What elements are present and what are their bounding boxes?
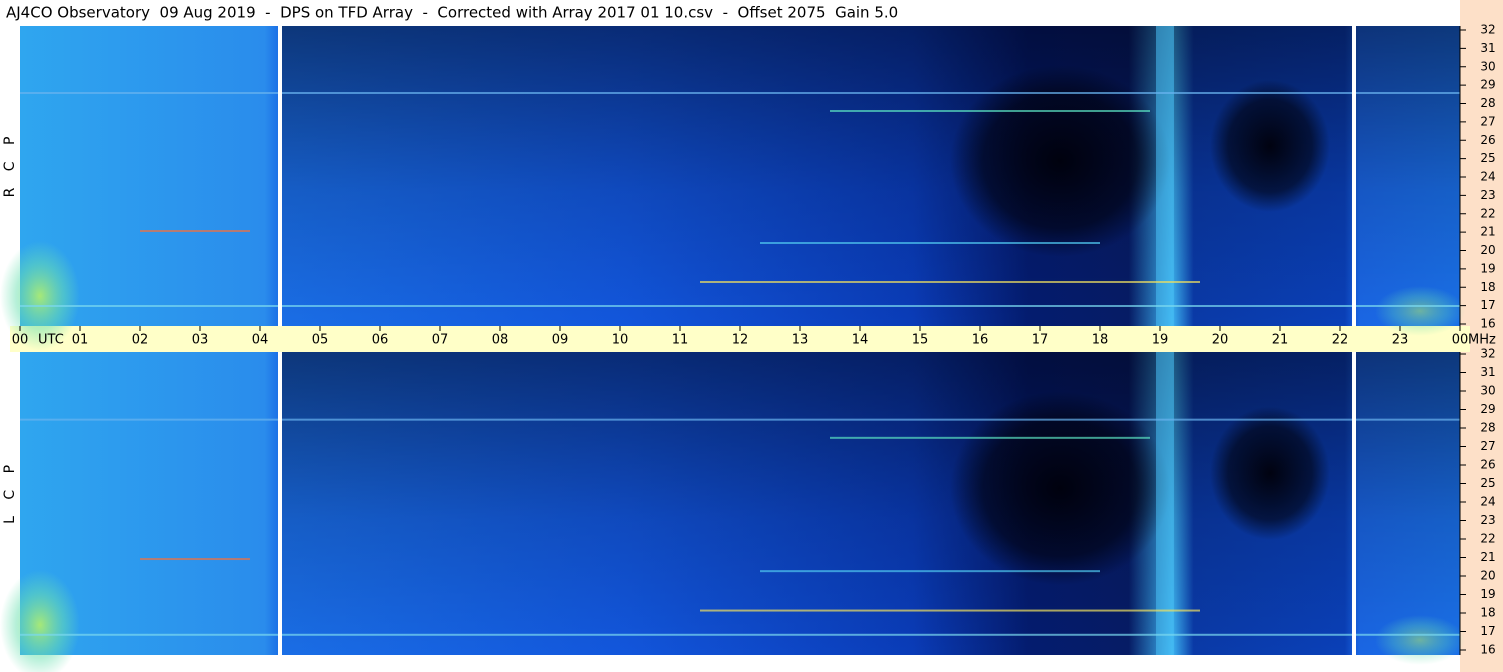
y-tick-label: 16 bbox=[1480, 317, 1495, 331]
spectrogram-streak bbox=[830, 436, 1150, 439]
x-tick-label: 20 bbox=[1212, 333, 1229, 348]
x-tick-label: 07 bbox=[432, 333, 449, 348]
y-tick-label: 21 bbox=[1480, 225, 1495, 239]
y-tick-label: 24 bbox=[1480, 170, 1495, 184]
spectrogram-streak bbox=[140, 558, 250, 561]
y-tick-label: 32 bbox=[1480, 23, 1495, 37]
y-tick-label: 24 bbox=[1480, 495, 1495, 509]
x-tick-label: 19 bbox=[1152, 333, 1169, 348]
y-tick-label: 26 bbox=[1480, 133, 1495, 147]
x-tick-label: 04 bbox=[252, 333, 269, 348]
y-tick-label: 30 bbox=[1480, 384, 1495, 398]
spectrogram-streak bbox=[760, 570, 1100, 573]
spectrogram-night bbox=[950, 65, 1170, 257]
spectrogram-night bbox=[950, 391, 1170, 586]
y-tick-label: 26 bbox=[1480, 458, 1495, 472]
y-tick-label: 29 bbox=[1480, 78, 1495, 92]
spectrogram-streak bbox=[20, 633, 1460, 636]
spectrogram-streak bbox=[700, 281, 1200, 283]
x-tick-label: 21 bbox=[1272, 333, 1289, 348]
y-tick-label: 27 bbox=[1480, 439, 1495, 453]
x-tick-label: 17 bbox=[1032, 333, 1049, 348]
y-tick-label: 31 bbox=[1480, 365, 1495, 379]
x-tick-label: 13 bbox=[792, 333, 809, 348]
time-unit: UTC bbox=[38, 333, 64, 348]
x-tick-label: 00 bbox=[12, 333, 29, 348]
x-tick-label: 11 bbox=[672, 333, 689, 348]
spectrogram bbox=[0, 26, 1465, 351]
spectrogram-streak bbox=[830, 110, 1150, 112]
y-tick-label: 22 bbox=[1480, 206, 1495, 220]
chart-title: AJ4CO Observatory 09 Aug 2019 - DPS on T… bbox=[6, 4, 898, 22]
x-tick-label: 02 bbox=[132, 333, 149, 348]
y-tick-label: 30 bbox=[1480, 59, 1495, 73]
panel-label: R C P bbox=[2, 131, 18, 198]
y-tick-label: 25 bbox=[1480, 151, 1495, 165]
x-tick-label: 06 bbox=[372, 333, 389, 348]
spectrogram-glow bbox=[1375, 286, 1465, 336]
spectrogram-stripe bbox=[1156, 26, 1174, 326]
y-tick-label: 27 bbox=[1480, 114, 1495, 128]
x-tick-label: 05 bbox=[312, 333, 329, 348]
spectrogram-night bbox=[1210, 406, 1330, 540]
y-tick-label: 25 bbox=[1480, 476, 1495, 490]
spectrogram-streak bbox=[20, 305, 1460, 307]
x-tick-label: 22 bbox=[1332, 333, 1349, 348]
data-gap bbox=[1352, 352, 1356, 655]
x-tick-label: 00 bbox=[1452, 333, 1469, 348]
data-gap bbox=[1352, 26, 1356, 326]
y-tick-label: 31 bbox=[1480, 41, 1495, 55]
y-tick-label: 32 bbox=[1480, 347, 1495, 361]
y-tick-label: 22 bbox=[1480, 532, 1495, 546]
data-gap bbox=[278, 352, 282, 655]
y-tick-label: 18 bbox=[1480, 280, 1495, 294]
x-tick-label: 12 bbox=[732, 333, 749, 348]
y-tick-label: 20 bbox=[1480, 569, 1495, 583]
y-tick-label: 28 bbox=[1480, 96, 1495, 110]
spectrogram-streak bbox=[20, 418, 1460, 421]
y-tick-label: 28 bbox=[1480, 421, 1495, 435]
y-tick-label: 29 bbox=[1480, 402, 1495, 416]
data-gap bbox=[278, 26, 282, 326]
spectrogram-stripe bbox=[1156, 352, 1174, 655]
spectrogram-glow bbox=[1375, 615, 1465, 665]
y-tick-label: 18 bbox=[1480, 606, 1495, 620]
x-tick-label: 10 bbox=[612, 333, 629, 348]
spectrogram-glow bbox=[0, 241, 80, 351]
spectrogram-night bbox=[1210, 80, 1330, 212]
y-tick-label: 23 bbox=[1480, 513, 1495, 527]
x-tick-label: 23 bbox=[1392, 333, 1409, 348]
x-tick-label: 08 bbox=[492, 333, 509, 348]
y-tick-label: 23 bbox=[1480, 188, 1495, 202]
y-tick-label: 16 bbox=[1480, 643, 1495, 657]
spectrogram-glow bbox=[0, 570, 80, 672]
y-tick-label: 19 bbox=[1480, 261, 1495, 275]
x-tick-label: 15 bbox=[912, 333, 929, 348]
frequency-unit: MHz bbox=[1468, 333, 1496, 348]
x-tick-label: 01 bbox=[72, 333, 89, 348]
x-tick-label: 14 bbox=[852, 333, 869, 348]
y-tick-label: 21 bbox=[1480, 550, 1495, 564]
panel-label: L C P bbox=[2, 459, 18, 524]
spectrogram bbox=[0, 352, 1465, 672]
spectrogram-streak bbox=[760, 242, 1100, 244]
y-tick-label: 19 bbox=[1480, 587, 1495, 601]
spectrogram-streak bbox=[20, 92, 1460, 94]
spectrogram-streak bbox=[700, 609, 1200, 612]
x-tick-label: 03 bbox=[192, 333, 209, 348]
y-tick-label: 17 bbox=[1480, 298, 1495, 312]
spectrogram-streak bbox=[140, 230, 250, 232]
x-tick-label: 18 bbox=[1092, 333, 1109, 348]
y-tick-label: 17 bbox=[1480, 624, 1495, 638]
x-tick-label: 09 bbox=[552, 333, 569, 348]
x-tick-label: 16 bbox=[972, 333, 989, 348]
y-tick-label: 20 bbox=[1480, 243, 1495, 257]
